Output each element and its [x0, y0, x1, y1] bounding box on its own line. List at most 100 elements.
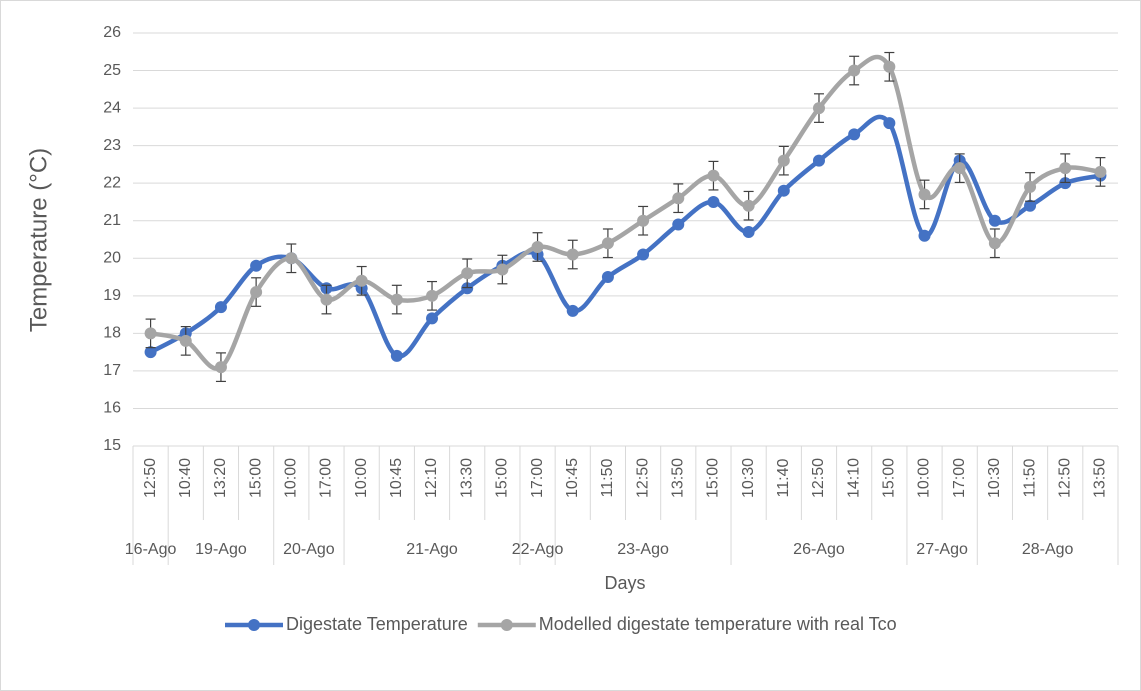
marker	[1024, 180, 1037, 193]
y-tick-label: 19	[103, 287, 121, 304]
marker	[707, 169, 720, 182]
marker	[285, 252, 298, 265]
marker	[1024, 199, 1037, 212]
marker	[320, 293, 333, 306]
marker	[918, 188, 931, 201]
group-label: 20-Ago	[283, 541, 335, 558]
x-tick-label: 11:50	[599, 458, 616, 497]
marker	[637, 214, 650, 227]
y-axis-title: Temperature (°C)	[25, 148, 52, 332]
marker	[601, 271, 614, 284]
marker	[390, 293, 403, 306]
marker	[531, 241, 544, 254]
marker	[918, 229, 931, 242]
legend-marker	[248, 619, 260, 631]
marker	[1059, 177, 1072, 190]
x-tick-label: 10:00	[283, 458, 300, 498]
marker	[1094, 165, 1107, 178]
x-tick-label: 13:30	[458, 458, 475, 498]
marker	[426, 289, 439, 302]
group-label: 26-Ago	[793, 541, 845, 558]
marker	[461, 282, 474, 295]
marker	[672, 192, 685, 205]
y-tick-label: 23	[103, 137, 121, 154]
legend-label: Modelled digestate temperature with real…	[539, 614, 897, 634]
x-tick-label: 12:50	[810, 458, 827, 498]
x-tick-label: 12:50	[634, 458, 651, 498]
marker	[461, 267, 474, 280]
marker	[777, 184, 790, 197]
marker	[777, 154, 790, 167]
marker	[601, 237, 614, 250]
marker	[144, 346, 157, 359]
x-tick-label: 13:50	[669, 458, 686, 498]
x-tick-label: 10:40	[177, 458, 194, 498]
x-tick-label: 11:50	[1021, 458, 1038, 497]
marker	[390, 349, 403, 362]
marker	[637, 248, 650, 261]
x-tick-label: 10:30	[740, 458, 757, 498]
y-tick-label: 22	[103, 174, 121, 191]
x-tick-label: 11:40	[775, 458, 792, 497]
y-tick-label: 26	[103, 24, 121, 41]
x-tick-label: 17:00	[951, 458, 968, 498]
x-tick-label: 13:50	[1092, 458, 1109, 498]
legend-label: Digestate Temperature	[286, 614, 468, 634]
marker	[848, 128, 861, 141]
marker	[1059, 162, 1072, 175]
x-tick-label: 10:45	[564, 458, 581, 498]
marker	[144, 327, 157, 340]
x-axis-title: Days	[604, 573, 645, 593]
x-tick-label: 12:10	[423, 458, 440, 498]
marker	[707, 195, 720, 208]
x-tick-label: 10:45	[388, 458, 405, 498]
group-label: 22-Ago	[512, 541, 564, 558]
marker	[883, 60, 896, 73]
marker	[812, 154, 825, 167]
x-tick-label: 15:00	[494, 458, 511, 498]
marker	[953, 162, 966, 175]
group-label: 27-Ago	[916, 541, 968, 558]
x-tick-label: 12:50	[142, 458, 159, 498]
y-tick-label: 15	[103, 437, 121, 454]
y-tick-label: 16	[103, 400, 121, 417]
marker	[214, 361, 227, 374]
marker	[250, 259, 263, 272]
marker	[812, 102, 825, 115]
x-tick-label: 15:00	[247, 458, 264, 498]
x-tick-label: 14:10	[845, 458, 862, 498]
x-tick-label: 15:00	[881, 458, 898, 498]
marker	[566, 248, 579, 261]
group-label: 28-Ago	[1022, 541, 1074, 558]
y-tick-label: 24	[103, 99, 121, 116]
marker	[742, 225, 755, 238]
marker	[672, 218, 685, 231]
y-tick-label: 18	[103, 325, 121, 342]
x-tick-label: 17:00	[318, 458, 335, 498]
group-label: 16-Ago	[125, 541, 177, 558]
marker	[883, 117, 896, 130]
x-tick-label: 17:00	[529, 458, 546, 498]
marker	[355, 274, 368, 287]
marker	[250, 286, 263, 299]
group-label: 23-Ago	[617, 541, 669, 558]
marker	[214, 301, 227, 314]
group-label: 19-Ago	[195, 541, 247, 558]
y-tick-label: 25	[103, 62, 121, 79]
marker	[566, 304, 579, 317]
y-tick-label: 17	[103, 362, 121, 379]
x-tick-label: 15:00	[705, 458, 722, 498]
marker	[848, 64, 861, 77]
y-tick-label: 21	[103, 212, 121, 229]
x-tick-label: 13:20	[212, 458, 229, 498]
marker	[496, 263, 509, 276]
x-tick-label: 12:50	[1056, 458, 1073, 498]
marker	[426, 312, 439, 325]
x-tick-label: 10:30	[986, 458, 1003, 498]
legend-marker	[500, 619, 513, 631]
x-tick-label: 10:00	[916, 458, 933, 498]
y-tick-label: 20	[103, 249, 121, 266]
